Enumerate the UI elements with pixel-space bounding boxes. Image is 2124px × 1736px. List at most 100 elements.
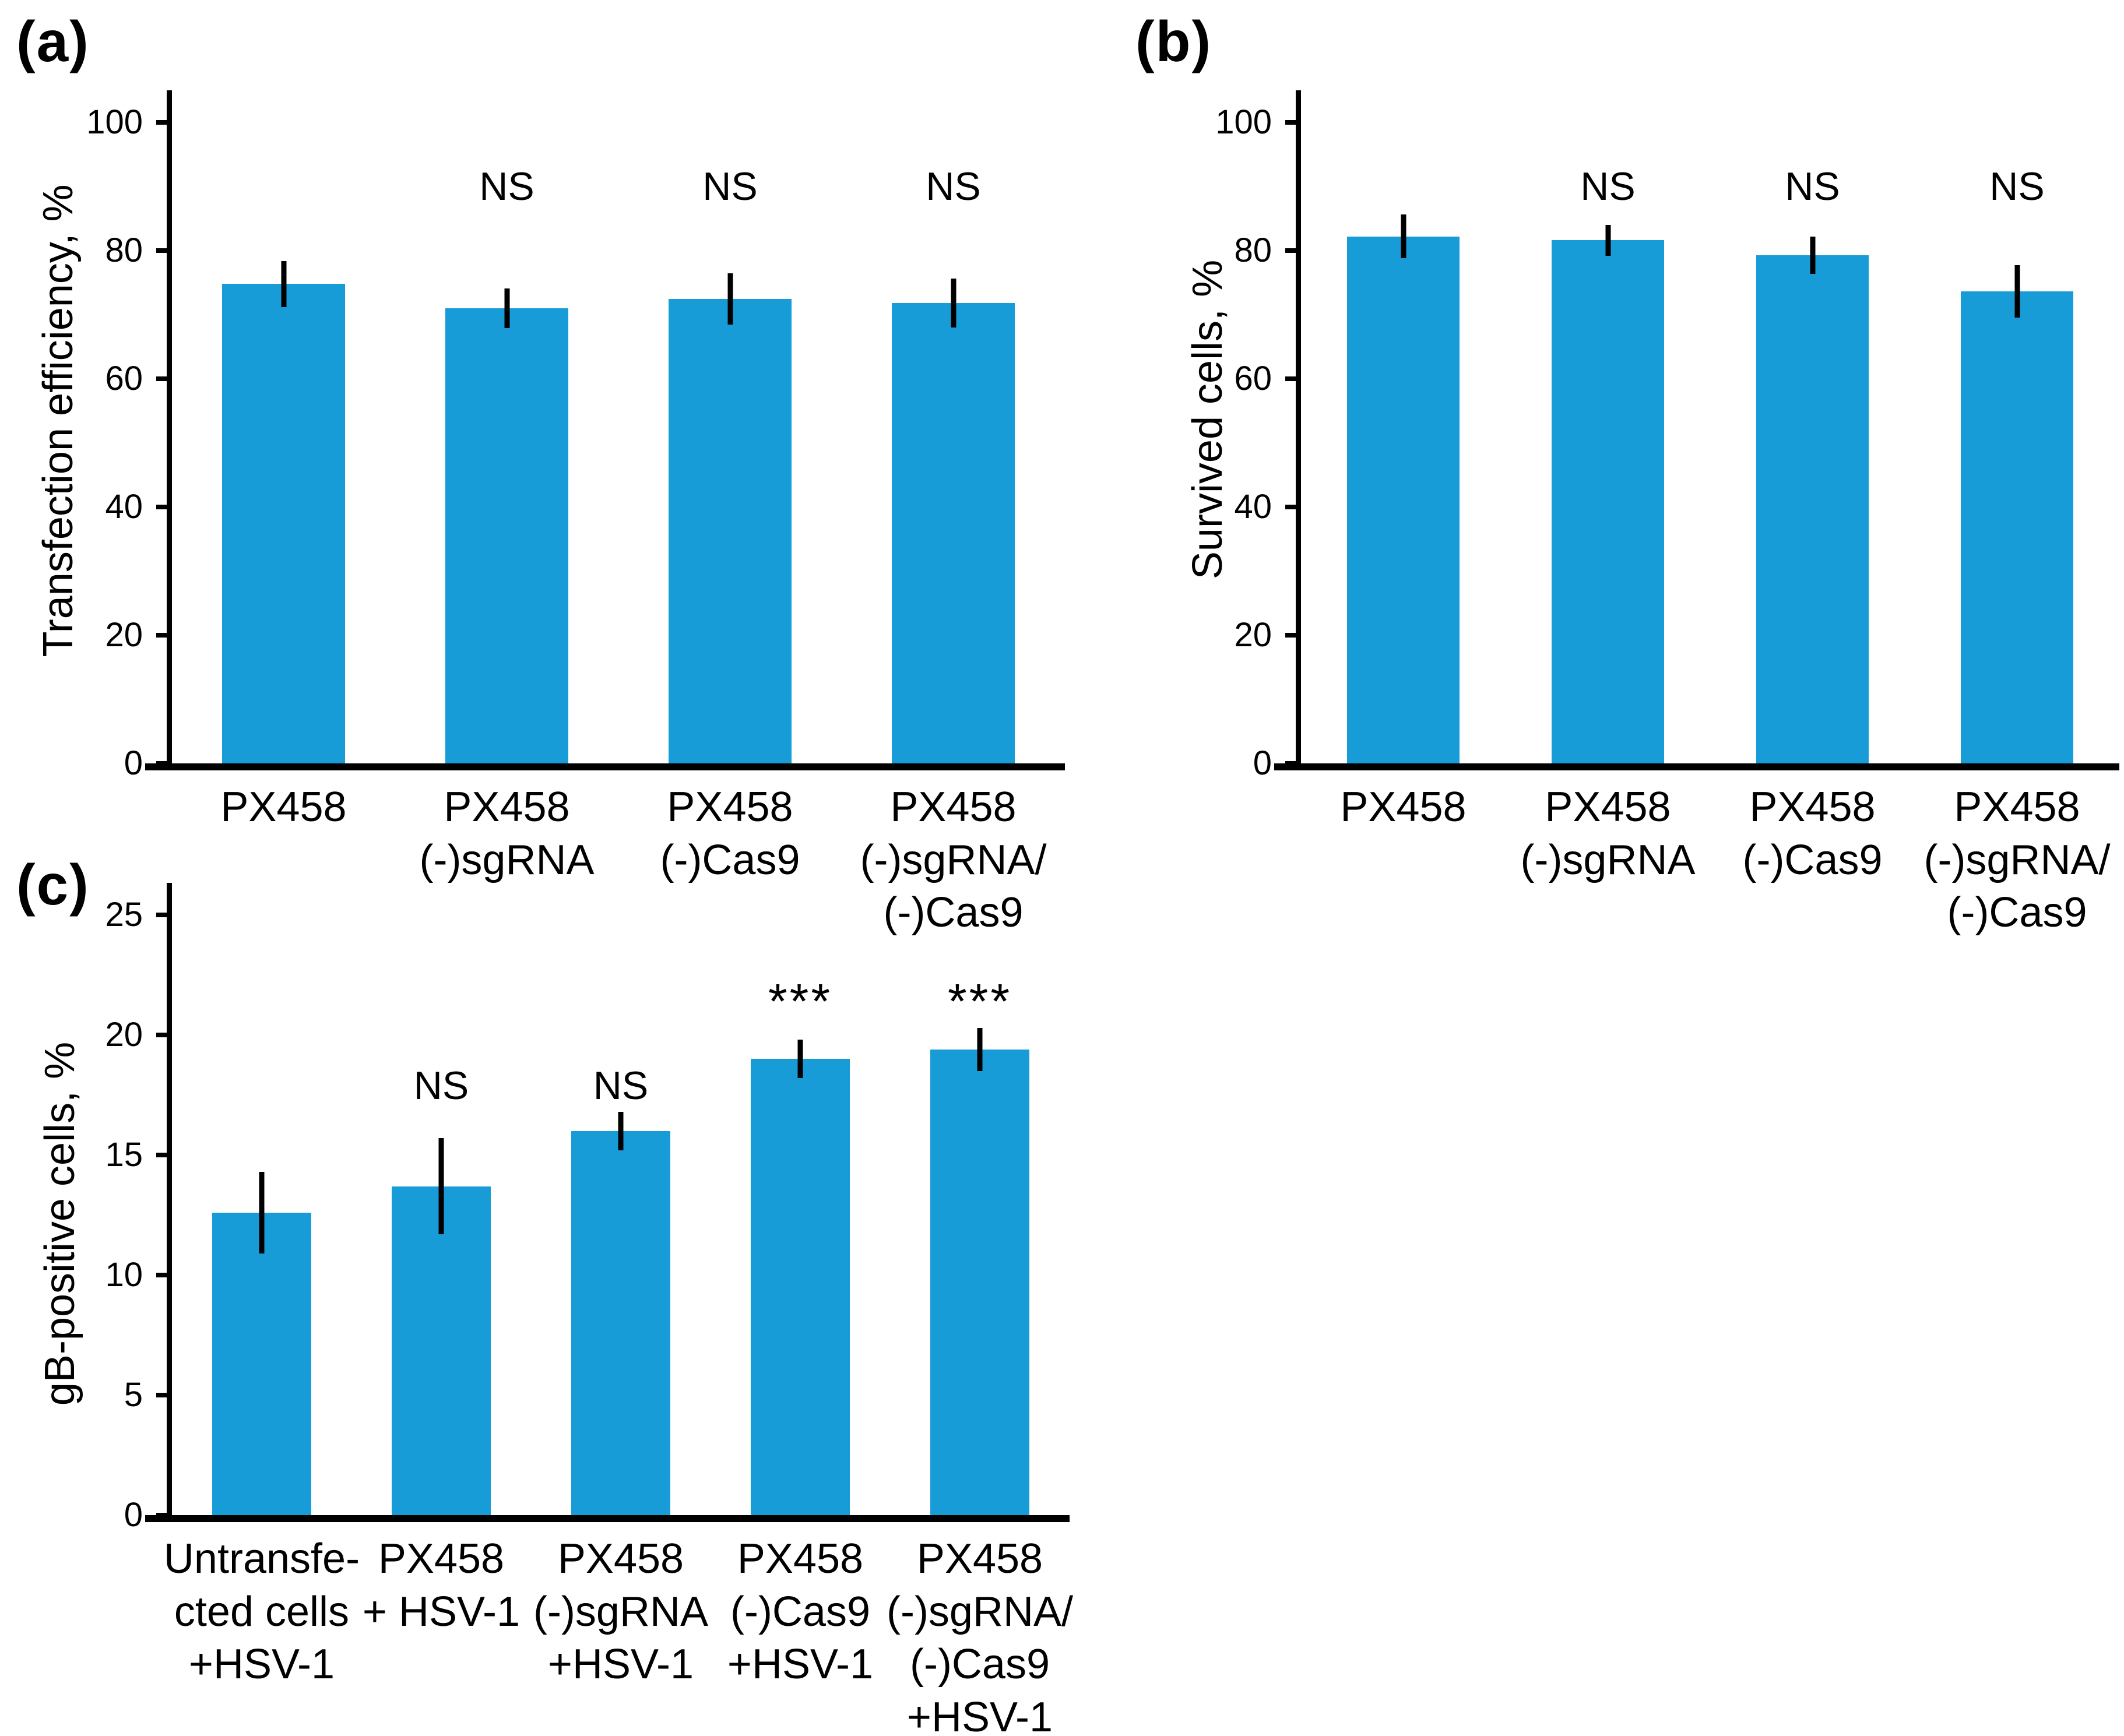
y-axis-line bbox=[167, 883, 172, 1515]
significance-label: NS bbox=[593, 1063, 649, 1108]
significance-label: NS bbox=[926, 164, 981, 209]
y-tick-label: 20 bbox=[1234, 616, 1272, 654]
y-tick-label: 0 bbox=[1253, 744, 1272, 782]
y-tick bbox=[156, 1033, 167, 1037]
bar bbox=[1960, 291, 2074, 763]
error-bar bbox=[618, 1111, 624, 1150]
y-tick bbox=[1285, 120, 1296, 125]
panel-b-y-axis-title: Survived cells, % bbox=[1184, 259, 1231, 580]
y-tick-label: 15 bbox=[105, 1136, 143, 1174]
bar bbox=[1756, 255, 1869, 763]
y-tick bbox=[156, 505, 167, 509]
y-tick-label: 0 bbox=[124, 744, 143, 782]
y-tick bbox=[1285, 505, 1296, 509]
error-bar bbox=[951, 279, 956, 328]
y-tick-label: 25 bbox=[105, 896, 143, 934]
bar bbox=[392, 1186, 491, 1515]
panel-c-y-axis-title: gB-positive cells, % bbox=[37, 1041, 83, 1406]
category-label: PX458 (-)sgRNA/ (-)Cas9 +HSV-1 bbox=[887, 1536, 1073, 1736]
y-tick bbox=[1285, 376, 1296, 381]
y-tick-label: 80 bbox=[1234, 231, 1272, 269]
y-tick-label: 40 bbox=[1234, 488, 1272, 526]
y-tick-label: 20 bbox=[105, 616, 143, 654]
error-bar bbox=[1605, 225, 1610, 256]
error-bar bbox=[977, 1027, 983, 1071]
category-label: PX458 (-)sgRNA bbox=[1520, 784, 1696, 883]
y-tick bbox=[1285, 633, 1296, 638]
category-label: PX458 bbox=[1340, 784, 1467, 830]
panel-a-label: (a) bbox=[16, 9, 90, 73]
y-tick-label: 20 bbox=[105, 1016, 143, 1054]
category-label: PX458 (-)sgRNA +HSV-1 bbox=[533, 1536, 708, 1688]
y-tick bbox=[156, 1513, 167, 1517]
category-label: PX458 (-)sgRNA/ (-)Cas9 bbox=[1923, 784, 2111, 936]
bar bbox=[222, 284, 345, 763]
bar bbox=[930, 1049, 1029, 1515]
category-label: Untransfe- cted cells +HSV-1 bbox=[163, 1536, 360, 1688]
y-tick-label: 100 bbox=[1215, 103, 1272, 141]
significance-label: NS bbox=[1580, 164, 1636, 209]
significance-label: *** bbox=[947, 974, 1012, 1029]
error-bar bbox=[259, 1171, 265, 1253]
error-bar bbox=[1401, 214, 1406, 259]
significance-label: NS bbox=[1785, 164, 1840, 209]
y-tick bbox=[156, 1393, 167, 1397]
error-bar bbox=[504, 288, 509, 329]
category-label: PX458 (-)sgRNA/ (-)Cas9 bbox=[860, 784, 1047, 936]
y-tick bbox=[156, 376, 167, 381]
error-bar bbox=[2014, 265, 2020, 318]
category-label: PX458 (-)Cas9 bbox=[1742, 784, 1883, 883]
y-tick bbox=[156, 248, 167, 253]
error-bar bbox=[281, 260, 286, 307]
significance-label: *** bbox=[768, 974, 833, 1029]
y-tick-label: 80 bbox=[105, 231, 143, 269]
significance-label: NS bbox=[479, 164, 534, 209]
bar bbox=[1346, 236, 1460, 763]
category-label: PX458 (-)Cas9 +HSV-1 bbox=[727, 1536, 874, 1688]
y-axis-line bbox=[167, 90, 172, 763]
bar bbox=[892, 303, 1015, 763]
panel-b-plot-area: 0 20 40 60 80 100 PX458 NS PX458 (-)sgRNA NS PX458… bbox=[1215, 90, 2119, 936]
category-label: PX458 (-)sgRNA bbox=[419, 784, 595, 883]
panel-a-plot-area: 0 20 40 60 80 100 PX458 NS PX458 (-)sgRNA NS PX458… bbox=[86, 90, 1065, 936]
bar bbox=[669, 298, 792, 763]
significance-label: NS bbox=[1989, 164, 2045, 209]
category-label: PX458 + HSV-1 bbox=[362, 1536, 521, 1635]
error-bar bbox=[438, 1138, 444, 1234]
x-axis-line bbox=[145, 1515, 1070, 1522]
error-bar bbox=[1810, 236, 1815, 274]
bar bbox=[1551, 240, 1665, 763]
panel-b-label: (b) bbox=[1135, 9, 1212, 73]
y-tick bbox=[156, 633, 167, 638]
bar bbox=[751, 1059, 850, 1515]
y-tick-label: 100 bbox=[86, 103, 143, 141]
bar bbox=[571, 1131, 670, 1515]
y-tick bbox=[1285, 761, 1296, 766]
y-tick-label: 5 bbox=[124, 1376, 143, 1414]
x-axis-line bbox=[1274, 763, 2119, 770]
category-label: PX458 (-)Cas9 bbox=[660, 784, 800, 883]
bar bbox=[212, 1212, 311, 1515]
panel-c-plot-area: 0 5 10 15 20 25 Untransfe- cted cells +HSV-1 NS… bbox=[105, 883, 1073, 1736]
y-tick-label: 60 bbox=[1234, 360, 1272, 397]
y-tick bbox=[156, 120, 167, 125]
y-tick bbox=[156, 1273, 167, 1277]
bar bbox=[445, 308, 568, 763]
error-bar bbox=[797, 1040, 803, 1079]
y-tick-label: 10 bbox=[105, 1256, 143, 1294]
significance-label: NS bbox=[702, 164, 758, 209]
y-tick-label: 0 bbox=[124, 1496, 143, 1534]
y-tick bbox=[1285, 248, 1296, 253]
panel-c-label: (c) bbox=[16, 853, 90, 917]
category-label: PX458 bbox=[220, 784, 347, 830]
error-bar bbox=[727, 273, 733, 325]
significance-label: NS bbox=[413, 1063, 469, 1108]
y-axis-line bbox=[1296, 90, 1301, 763]
y-tick bbox=[156, 1153, 167, 1157]
y-tick-label: 40 bbox=[105, 488, 143, 526]
y-tick bbox=[156, 761, 167, 766]
y-tick bbox=[156, 913, 167, 917]
x-axis-line bbox=[145, 763, 1065, 770]
y-tick-label: 60 bbox=[105, 360, 143, 397]
